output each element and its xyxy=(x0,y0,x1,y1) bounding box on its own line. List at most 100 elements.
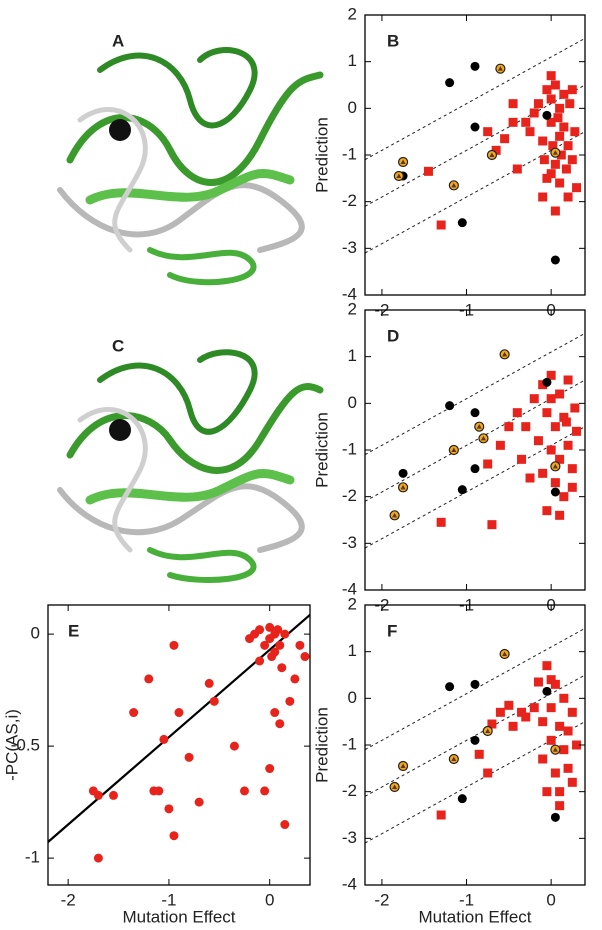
data-point xyxy=(483,768,493,778)
data-point xyxy=(546,445,556,455)
protein-structure-c xyxy=(57,349,324,583)
panel-label: D xyxy=(387,326,399,345)
x-axis-label: Mutation Effect xyxy=(418,907,531,925)
data-point xyxy=(542,686,552,696)
plot-frame xyxy=(47,604,311,886)
y-tick-label: 0 xyxy=(348,98,357,117)
data-point xyxy=(483,127,493,137)
plot-content xyxy=(365,332,585,549)
data-point xyxy=(546,675,556,685)
data-point xyxy=(550,255,560,265)
x-tick-label: -2 xyxy=(374,890,389,909)
data-point xyxy=(470,122,480,132)
data-point xyxy=(129,708,139,718)
data-point xyxy=(436,810,446,820)
plot-content xyxy=(48,614,310,863)
data-point xyxy=(556,150,566,160)
data-point xyxy=(529,703,539,713)
data-point xyxy=(542,110,552,120)
y-tick-label: -1 xyxy=(342,734,357,753)
reference-line xyxy=(365,627,585,751)
y-tick-label: -4 xyxy=(342,579,357,598)
data-point xyxy=(538,136,548,146)
data-point xyxy=(398,468,408,478)
data-point xyxy=(550,478,560,488)
data-point xyxy=(265,764,275,774)
data-point xyxy=(260,640,270,650)
data-point xyxy=(550,487,560,497)
data-point xyxy=(436,220,446,230)
plot-area: -2 -1 0 -4 -3 -2 -1 0 1 2 F Prediction Mutation Effe… xyxy=(312,594,586,926)
data-point xyxy=(164,804,174,814)
data-point xyxy=(546,71,556,81)
data-point xyxy=(533,99,543,109)
data-point xyxy=(559,693,569,703)
data-point xyxy=(445,78,455,88)
panel-label: E xyxy=(68,621,79,640)
data-point xyxy=(539,155,549,165)
data-point xyxy=(457,485,467,495)
data-point xyxy=(559,89,569,99)
data-point xyxy=(546,94,556,104)
data-point xyxy=(546,370,556,380)
data-point xyxy=(529,108,539,118)
data-point xyxy=(273,625,283,635)
data-point xyxy=(548,141,558,151)
reference-line xyxy=(365,674,585,797)
data-point xyxy=(194,797,204,807)
data-point xyxy=(474,749,484,759)
data-point xyxy=(570,127,580,137)
y-tick-label: -2 xyxy=(342,486,357,505)
data-point xyxy=(533,677,543,687)
data-point xyxy=(204,678,214,688)
plot-content xyxy=(365,37,585,265)
data-point xyxy=(470,679,480,689)
data-point xyxy=(290,674,300,684)
data-point xyxy=(555,178,565,188)
panel-label: B xyxy=(387,31,399,50)
y-tick-label: 2 xyxy=(348,299,357,318)
data-point xyxy=(159,734,169,744)
data-point xyxy=(521,117,531,127)
y-tick-label: -1 xyxy=(342,439,357,458)
data-point xyxy=(555,510,565,520)
data-point xyxy=(555,721,565,731)
data-point xyxy=(546,703,556,713)
y-tick-label: -3 xyxy=(342,238,357,257)
data-point xyxy=(538,717,548,727)
data-point xyxy=(567,85,577,95)
data-point xyxy=(445,401,455,411)
data-point xyxy=(184,752,194,762)
y-tick-label: -0.5 xyxy=(11,736,40,755)
x-tick-label: -1 xyxy=(459,890,474,909)
data-point xyxy=(563,726,573,736)
data-point xyxy=(174,708,184,718)
data-point xyxy=(512,408,522,418)
data-point xyxy=(275,640,285,650)
data-point xyxy=(563,141,573,151)
data-point xyxy=(542,661,552,671)
data-point xyxy=(546,735,556,745)
data-point xyxy=(275,719,285,729)
data-point xyxy=(550,159,560,169)
y-tick-label: 1 xyxy=(348,641,357,660)
data-point xyxy=(260,786,270,796)
x-tick-label: 0 xyxy=(265,890,274,909)
y-axis-label: Prediction xyxy=(312,117,331,193)
data-point xyxy=(550,679,560,689)
data-point xyxy=(572,183,582,193)
data-point xyxy=(546,117,556,127)
y-tick-label: -2 xyxy=(342,191,357,210)
data-point xyxy=(209,696,219,706)
x-tick-label: 0 xyxy=(546,890,555,909)
data-point xyxy=(457,218,467,228)
y-axis-label: -PC(AS,i) xyxy=(2,709,21,781)
data-point xyxy=(512,164,522,174)
data-point xyxy=(521,712,531,722)
data-point xyxy=(550,206,560,216)
data-point xyxy=(538,380,548,390)
data-point xyxy=(255,656,265,666)
y-tick-label: -1 xyxy=(25,848,40,867)
data-point xyxy=(270,708,280,718)
